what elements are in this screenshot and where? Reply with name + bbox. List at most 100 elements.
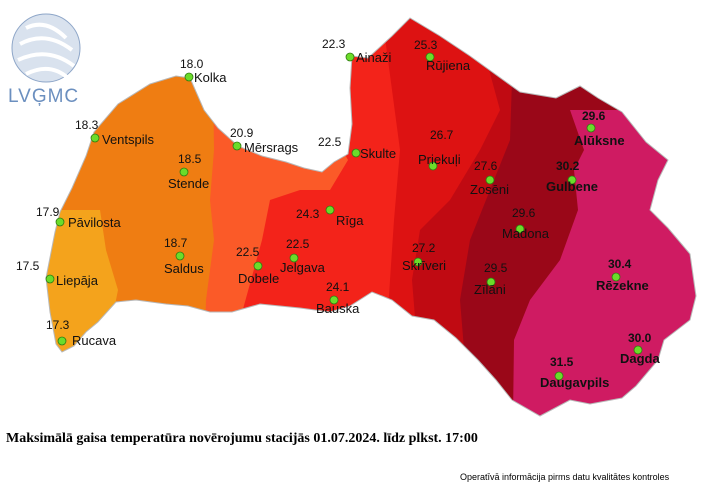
station-dot <box>90 133 100 143</box>
station-madona: 29.6 Madona <box>502 206 550 241</box>
station-name: Zosēni <box>470 182 509 197</box>
station-gulbene: 30.2 Gulbene <box>546 159 598 194</box>
station-name: Rūjiena <box>426 58 471 73</box>
station-dot <box>485 175 495 185</box>
station-name: Mērsrags <box>244 140 299 155</box>
station-dot <box>586 123 596 133</box>
station-aluksne: 29.6 Alūksne <box>574 109 625 148</box>
station-value: 26.7 <box>430 128 454 142</box>
station-value: 24.1 <box>326 280 350 294</box>
station-value: 31.5 <box>550 355 574 369</box>
lvgmc-logo <box>11 13 81 83</box>
station-skulte: 22.5 Skulte <box>318 135 396 161</box>
station-value: 18.0 <box>180 57 204 71</box>
logo-text: LVĢMC <box>8 86 80 107</box>
station-rujiena: 25.3 Rūjiena <box>414 38 471 73</box>
station-dot <box>611 272 621 282</box>
station-dot <box>486 277 496 287</box>
station-dot <box>55 217 65 227</box>
station-dot <box>345 52 355 62</box>
station-value: 18.5 <box>178 152 202 166</box>
station-dot <box>179 167 189 177</box>
station-skriveri: 27.2 Skrīveri <box>402 241 446 273</box>
station-name: Ainaži <box>356 50 392 65</box>
station-name: Rēzekne <box>596 278 649 293</box>
station-dot <box>232 141 242 151</box>
station-value: 30.0 <box>628 331 652 345</box>
data-quality-note: Operatīvā informācija pirms datu kvalitā… <box>460 472 670 482</box>
station-name: Saldus <box>164 261 204 276</box>
station-name: Kolka <box>194 70 227 85</box>
station-dot <box>184 72 194 82</box>
station-value: 17.3 <box>46 318 70 332</box>
station-priekuli: 26.7 Priekuļi <box>418 128 461 171</box>
station-value: 24.3 <box>296 207 320 221</box>
station-dot <box>253 261 263 271</box>
station-value: 30.4 <box>608 257 632 271</box>
station-name: Madona <box>502 226 550 241</box>
station-zoseni: 27.6 Zosēni <box>470 159 509 197</box>
station-value: 20.9 <box>230 126 254 140</box>
station-name: Skrīveri <box>402 258 446 273</box>
station-dot <box>633 345 643 355</box>
station-dot <box>45 274 55 284</box>
station-daugavpils: 31.5 Daugavpils <box>540 355 609 390</box>
station-name: Jelgava <box>280 260 326 275</box>
station-value: 22.3 <box>322 37 346 51</box>
station-value: 17.5 <box>16 259 40 273</box>
station-value: 30.2 <box>556 159 580 173</box>
station-value: 29.6 <box>582 109 606 123</box>
station-dot <box>554 371 564 381</box>
station-dot <box>57 336 67 346</box>
station-name: Zīlāni <box>474 282 506 297</box>
station-value: 22.5 <box>318 135 342 149</box>
station-rezekne: 30.4 Rēzekne <box>596 257 649 293</box>
station-liepaja: 17.5 Liepāja <box>16 259 99 288</box>
station-name: Pāvilosta <box>68 215 122 230</box>
station-name: Gulbene <box>546 179 598 194</box>
station-zilani: 29.5 Zīlāni <box>474 261 508 297</box>
station-name: Rucava <box>72 333 117 348</box>
station-riga: 24.3 Rīga <box>296 205 364 228</box>
station-dot <box>175 251 185 261</box>
station-dobele: 22.5 Dobele <box>236 245 279 286</box>
station-name: Stende <box>168 176 209 191</box>
map-caption: Maksimālā gaisa temperatūra novērojumu s… <box>6 431 478 446</box>
station-name: Ventspils <box>102 132 155 147</box>
station-dot <box>428 161 438 171</box>
station-dot <box>325 205 335 215</box>
station-dagda: 30.0 Dagda <box>620 331 661 366</box>
station-stende: 18.5 Stende <box>168 152 209 191</box>
station-dot <box>351 148 361 158</box>
station-dot <box>567 175 577 185</box>
station-name: Dobele <box>238 271 279 286</box>
station-value: 18.7 <box>164 236 188 250</box>
station-value: 22.5 <box>236 245 260 259</box>
station-pavilosta: 17.9 Pāvilosta <box>36 205 122 230</box>
station-dot <box>413 257 423 267</box>
station-value: 29.5 <box>484 261 508 275</box>
station-value: 18.3 <box>75 118 99 132</box>
station-ainazi: 22.3 Ainaži <box>322 37 392 65</box>
station-value: 25.3 <box>414 38 438 52</box>
station-value: 17.9 <box>36 205 60 219</box>
station-value: 27.6 <box>474 159 498 173</box>
station-jelgava: 22.5 Jelgava <box>280 237 326 275</box>
station-dot <box>425 52 435 62</box>
station-name: Bauska <box>316 301 360 316</box>
station-saldus: 18.7 Saldus <box>164 236 204 276</box>
station-name: Dagda <box>620 351 661 366</box>
zone-17 <box>46 210 118 360</box>
station-name: Priekuļi <box>418 152 461 167</box>
station-value: 27.2 <box>412 241 436 255</box>
station-value: 22.5 <box>286 237 310 251</box>
station-dot <box>289 253 299 263</box>
station-name: Liepāja <box>56 273 99 288</box>
station-dot <box>329 295 339 305</box>
station-bauska: 24.1 Bauska <box>316 280 360 316</box>
